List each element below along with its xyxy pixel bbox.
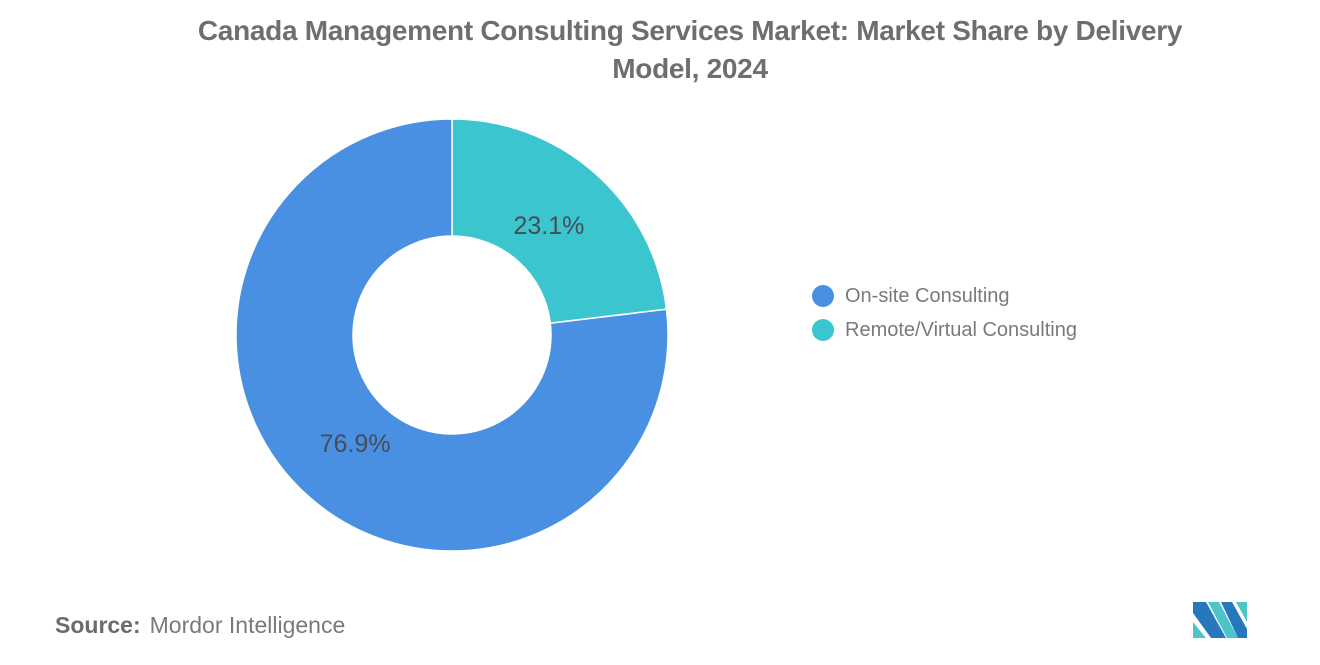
pie-slice-on-site-consulting[interactable] xyxy=(235,118,669,552)
logo-shape-right-band xyxy=(1221,602,1247,638)
chart-title-line2: Model, 2024 xyxy=(612,53,768,84)
logo-shape-bottom-left xyxy=(1193,622,1206,638)
slice-label-remote-virtual-consulting: 23.1% xyxy=(513,212,584,240)
legend-dot-on-site-icon xyxy=(812,285,834,307)
logo-shape-top-right xyxy=(1236,602,1247,622)
legend-dot-remote-icon xyxy=(812,319,834,341)
chart-title-line1: Canada Management Consulting Services Ma… xyxy=(197,15,1183,46)
logo-shape-left-band xyxy=(1193,602,1226,638)
chart-legend: On-site Consulting Remote/Virtual Consul… xyxy=(812,285,1077,341)
slice-label-on-site-consulting: 76.9% xyxy=(320,430,391,458)
source-label: Source: xyxy=(55,612,141,638)
source-attribution: Source: Mordor Intelligence xyxy=(55,612,345,639)
donut-svg: 23.1% 76.9% xyxy=(235,118,669,552)
legend-label: On-site Consulting xyxy=(845,285,1010,307)
source-value: Mordor Intelligence xyxy=(149,612,346,638)
donut-chart: 23.1% 76.9% xyxy=(232,115,672,555)
legend-label: Remote/Virtual Consulting xyxy=(845,319,1077,341)
legend-item-remote-virtual-consulting[interactable]: Remote/Virtual Consulting xyxy=(812,319,1077,341)
legend-item-on-site-consulting[interactable]: On-site Consulting xyxy=(812,285,1077,307)
pie-slice-remote-virtual-consulting[interactable] xyxy=(451,118,668,325)
mordor-logo-svg xyxy=(1193,602,1247,638)
mordor-intelligence-logo xyxy=(1193,602,1253,639)
chart-title: Canada Management Consulting Services Ma… xyxy=(60,12,1320,88)
logo-shape-middle-band xyxy=(1208,602,1238,638)
